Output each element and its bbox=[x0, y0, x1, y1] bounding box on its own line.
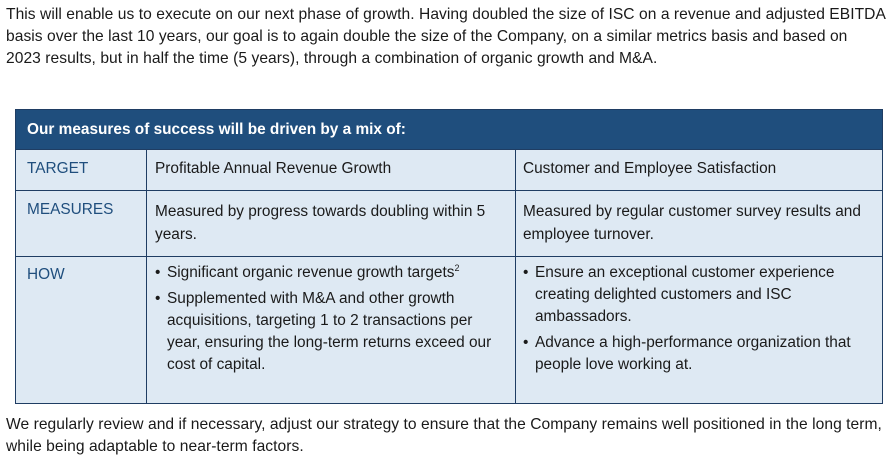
how-satisfaction-bullets: • Ensure an exceptional customer experien… bbox=[523, 262, 874, 376]
row-label-measures: MEASURES bbox=[27, 201, 114, 218]
list-item: • Supplemented with M&A and other growth … bbox=[155, 290, 492, 373]
outro-paragraph: We regularly review and if necessary, ad… bbox=[6, 416, 882, 455]
bullet-icon: • bbox=[155, 264, 161, 281]
target-revenue-growth: Profitable Annual Revenue Growth bbox=[146, 150, 515, 190]
how-satisfaction: • Ensure an exceptional customer experien… bbox=[515, 257, 882, 404]
bullet-icon: • bbox=[155, 290, 161, 307]
table-row-target: TARGET Profitable Annual Revenue Growth … bbox=[16, 149, 882, 190]
list-item: • Ensure an exceptional customer experien… bbox=[523, 264, 835, 325]
bullet-icon: • bbox=[523, 264, 529, 281]
row-label-how: HOW bbox=[27, 266, 65, 283]
target-satisfaction: Customer and Employee Satisfaction bbox=[515, 150, 882, 190]
intro-paragraph: This will enable us to execute on our ne… bbox=[6, 6, 886, 67]
table-header: Our measures of success will be driven b… bbox=[16, 110, 882, 149]
row-label-target: TARGET bbox=[27, 160, 89, 177]
list-item: • Advance a high-performance organization… bbox=[523, 334, 851, 373]
table-row-measures: MEASURES Measured by progress towards do… bbox=[16, 190, 882, 256]
measures-satisfaction: Measured by regular customer survey resu… bbox=[515, 191, 882, 256]
measures-revenue-growth: Measured by progress towards doubling wi… bbox=[146, 191, 515, 256]
how-revenue-bullets: • Significant organic revenue growth targ… bbox=[155, 262, 507, 376]
list-item: • Significant organic revenue growth targ… bbox=[155, 262, 507, 284]
bullet-icon: • bbox=[523, 334, 529, 351]
table-row-how: HOW • Significant organic revenue growth … bbox=[16, 256, 882, 404]
footnote-marker: 2 bbox=[454, 263, 460, 273]
measures-of-success-table: Our measures of success will be driven b… bbox=[15, 109, 883, 404]
how-revenue-growth: • Significant organic revenue growth targ… bbox=[146, 257, 515, 404]
